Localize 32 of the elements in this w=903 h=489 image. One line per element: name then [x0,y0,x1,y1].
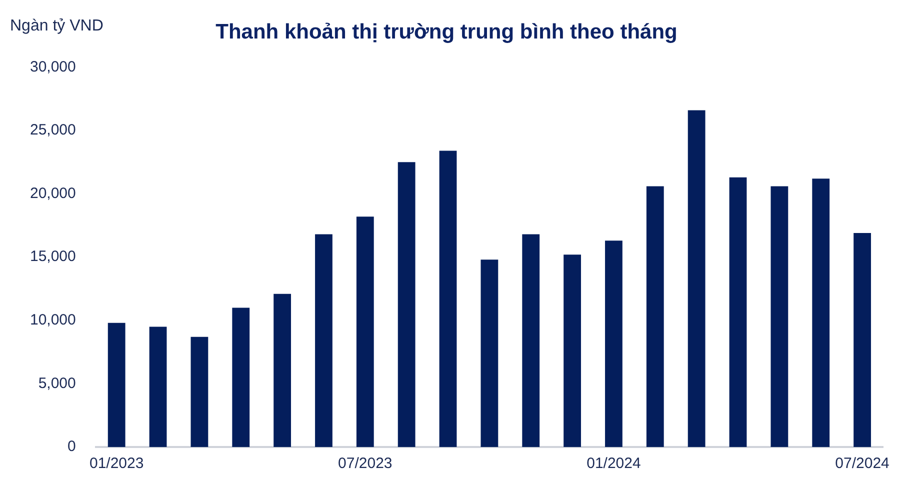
y-tick-label: 0 [68,438,76,456]
bar [770,186,788,447]
y-tick-label: 10,000 [30,312,76,329]
bar [232,308,250,447]
bar [398,162,416,447]
bar [812,178,830,447]
x-tick-label: 01/2024 [586,455,641,472]
bar [605,240,622,447]
chart-title: Thanh khoản thị trường trung bình theo tháng [216,20,678,44]
x-tick-label: 07/2024 [835,455,890,472]
bar [439,150,457,447]
bar [190,336,208,447]
bar [729,177,747,447]
y-tick-label: 5,000 [38,374,76,392]
bar [108,322,126,447]
bar [854,233,871,447]
bar [688,110,706,447]
bar [356,216,374,447]
x-tick-label: 07/2023 [338,455,392,472]
y-tick-label: 15,000 [30,248,76,266]
y-tick-label: 30,000 [30,58,76,76]
bar [522,234,540,447]
bar [646,186,664,447]
bar [480,260,498,447]
y-tick-label: 20,000 [30,184,76,202]
bar [315,234,332,447]
y-tick-label: 25,000 [30,122,76,139]
bar [274,294,291,447]
x-tick-label: 01/2023 [89,455,144,472]
y-axis-title: Ngàn tỷ VND [10,17,104,34]
bar [564,254,581,447]
bar [149,326,167,447]
